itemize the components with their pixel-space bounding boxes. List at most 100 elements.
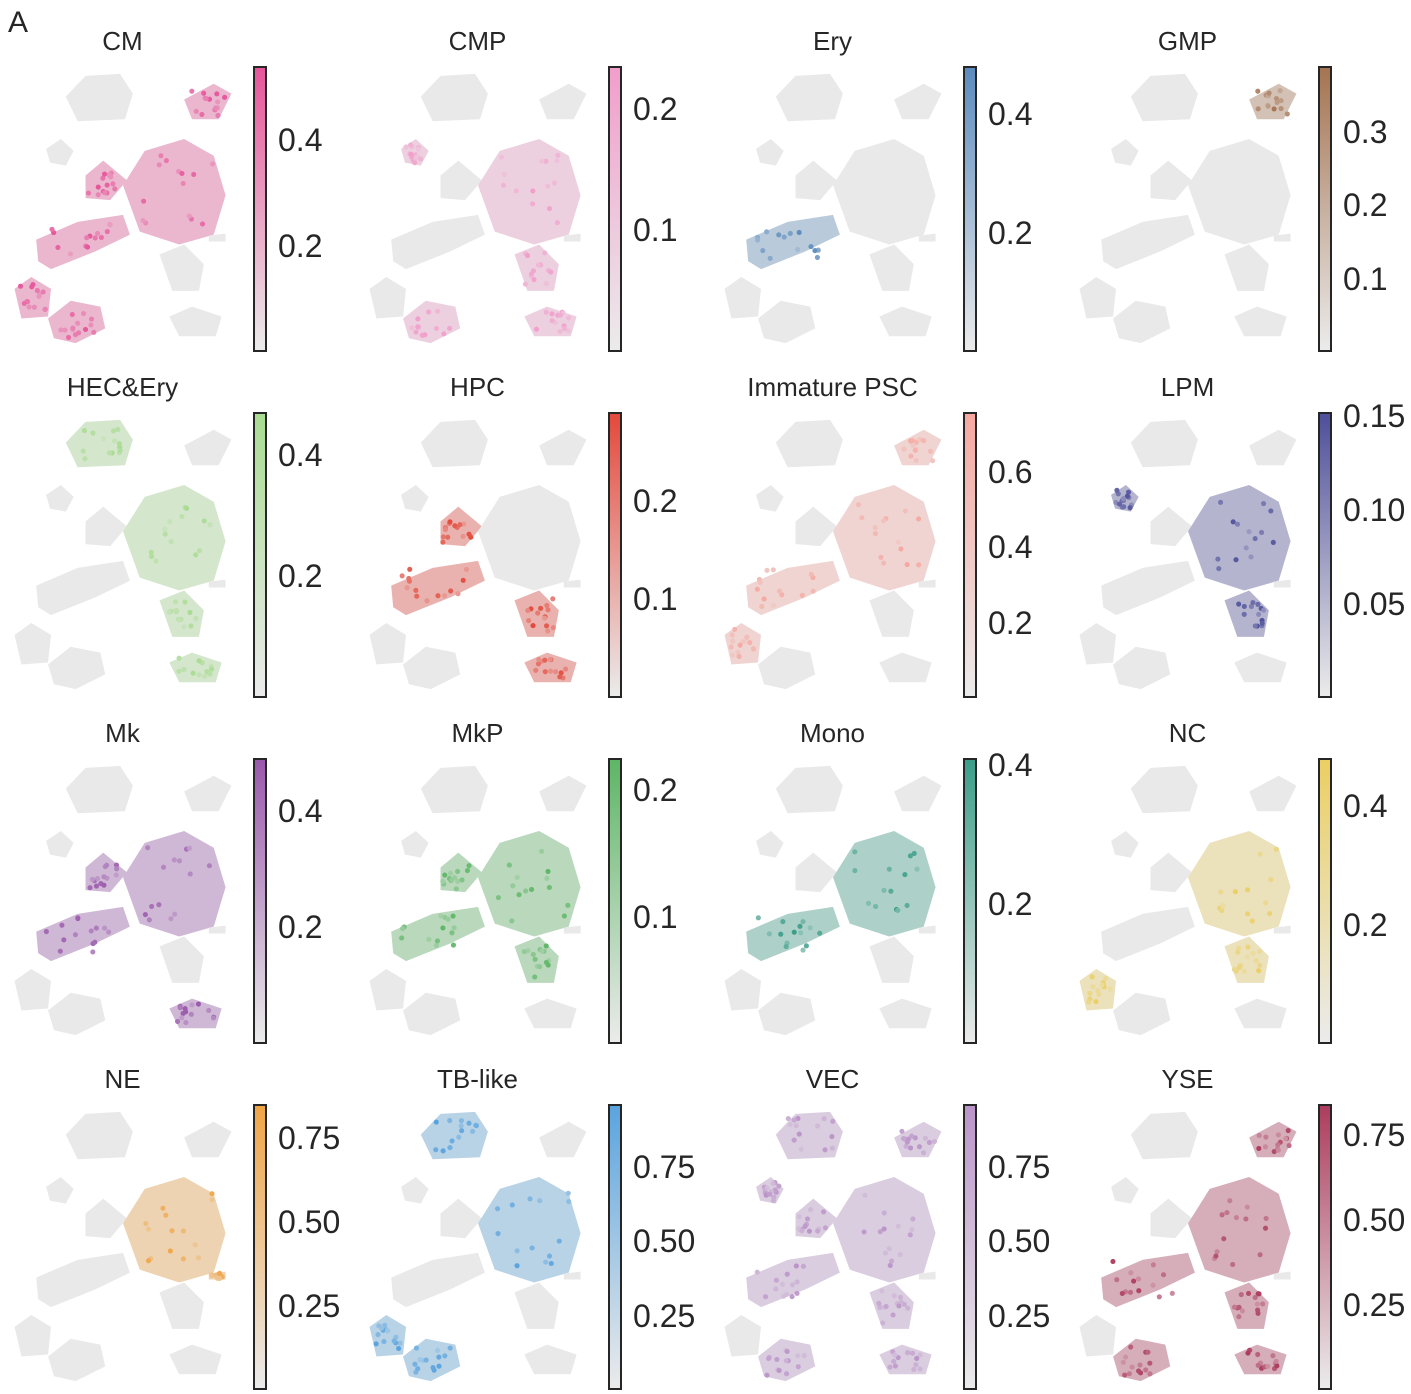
colorbar — [608, 758, 622, 1044]
colorbar — [253, 412, 267, 698]
tissue-cluster-top-right — [894, 83, 942, 120]
tissue-cluster-small-left — [1111, 138, 1139, 166]
tissue-cluster-center — [833, 830, 936, 937]
tissue-cluster-small-left — [46, 1176, 74, 1204]
spot — [85, 190, 92, 196]
spot — [1256, 1145, 1262, 1152]
spot — [542, 615, 548, 621]
spot — [447, 1118, 453, 1124]
colorbar — [253, 1104, 267, 1390]
colorbar-tick-label: 0.4 — [988, 746, 1033, 783]
spot — [1147, 1371, 1153, 1377]
tissue-cluster-left-elongated — [746, 214, 840, 270]
tissue-cluster-top-right — [1249, 429, 1297, 466]
spot — [799, 592, 805, 598]
spot — [1093, 999, 1099, 1005]
spot — [904, 1350, 911, 1356]
spot — [440, 878, 446, 884]
spot — [435, 308, 441, 314]
tissue-cluster-lower-mid — [869, 244, 914, 291]
spot — [160, 1205, 166, 1211]
spot — [189, 1002, 195, 1008]
spot — [423, 1357, 429, 1363]
spot — [514, 1263, 520, 1269]
spot — [456, 1134, 462, 1140]
tissue-cluster-small-left — [46, 830, 74, 858]
spot — [926, 1139, 933, 1146]
tissue-cluster-bottom-left-b — [758, 992, 816, 1036]
spot — [455, 591, 461, 597]
spot — [82, 326, 89, 332]
tissue-cluster-small-left — [756, 138, 784, 166]
spot — [516, 892, 522, 898]
spot — [193, 615, 199, 621]
spot — [543, 943, 549, 949]
spot — [412, 1361, 418, 1367]
spot — [880, 1320, 886, 1326]
spot — [222, 94, 228, 100]
spot — [509, 918, 515, 924]
tissue-cluster-lower-mid — [159, 1282, 204, 1329]
spot — [911, 850, 917, 857]
spot — [890, 1312, 896, 1318]
spot — [1219, 908, 1225, 914]
spot — [751, 646, 757, 652]
spot — [525, 607, 531, 613]
spot — [852, 849, 858, 855]
tissue-cluster-bottom-left-a — [14, 1315, 52, 1357]
spot — [102, 190, 108, 196]
spot — [1263, 900, 1269, 906]
spot — [807, 925, 813, 931]
tissue-cluster-mid-left — [85, 506, 127, 547]
spot — [532, 956, 538, 962]
panel-immature-psc: Immature PSC 0.2 0.4 0.6 — [710, 346, 1060, 698]
spot — [447, 1145, 453, 1151]
panel-yse: YSE 0.25 0.50 0.75 — [1065, 1038, 1411, 1390]
spot — [881, 560, 887, 566]
spot — [1246, 529, 1252, 535]
spot — [183, 1020, 189, 1026]
spot — [1266, 90, 1272, 96]
spot — [1255, 1310, 1261, 1316]
spot — [1213, 1253, 1219, 1259]
spot — [104, 182, 110, 188]
spot — [76, 330, 82, 336]
spot — [764, 229, 770, 235]
spot — [1122, 1372, 1128, 1378]
spot — [815, 1123, 821, 1129]
spot — [829, 1133, 835, 1140]
spot — [1114, 487, 1120, 493]
spot — [162, 531, 168, 537]
spot — [1090, 984, 1096, 990]
spot — [543, 280, 549, 287]
spot — [433, 325, 440, 331]
tissue-cluster-mid-left — [1150, 160, 1192, 201]
spot — [1214, 1249, 1220, 1255]
spot — [1273, 95, 1280, 102]
spot — [770, 567, 776, 573]
spot — [1135, 1276, 1142, 1282]
colorbar-tick-label: 0.4 — [988, 95, 1033, 132]
spot — [510, 883, 516, 889]
colorbar-tick-label: 0.75 — [278, 1119, 341, 1156]
tissue-cluster-top-left — [775, 1111, 843, 1160]
spot — [1221, 1236, 1227, 1242]
spot — [156, 902, 162, 908]
tissue-cluster-mid-left — [85, 1198, 127, 1239]
spot — [418, 156, 424, 162]
spot — [910, 1216, 916, 1222]
tissue-cluster-left-elongated — [391, 214, 485, 270]
spot — [543, 623, 550, 629]
spot — [1241, 968, 1247, 974]
spot — [895, 1223, 901, 1229]
spot — [26, 304, 32, 310]
tissue-cluster-bottom-left-a — [1079, 623, 1117, 665]
spot — [1270, 1353, 1276, 1359]
spot — [565, 902, 571, 908]
spot — [896, 1303, 902, 1309]
tissue-cluster-top-right — [184, 429, 232, 466]
spot — [110, 428, 116, 434]
spot — [887, 1364, 893, 1370]
panel-lpm: LPM 0.05 0.10 0.15 — [1065, 346, 1411, 698]
spot — [916, 1144, 923, 1150]
